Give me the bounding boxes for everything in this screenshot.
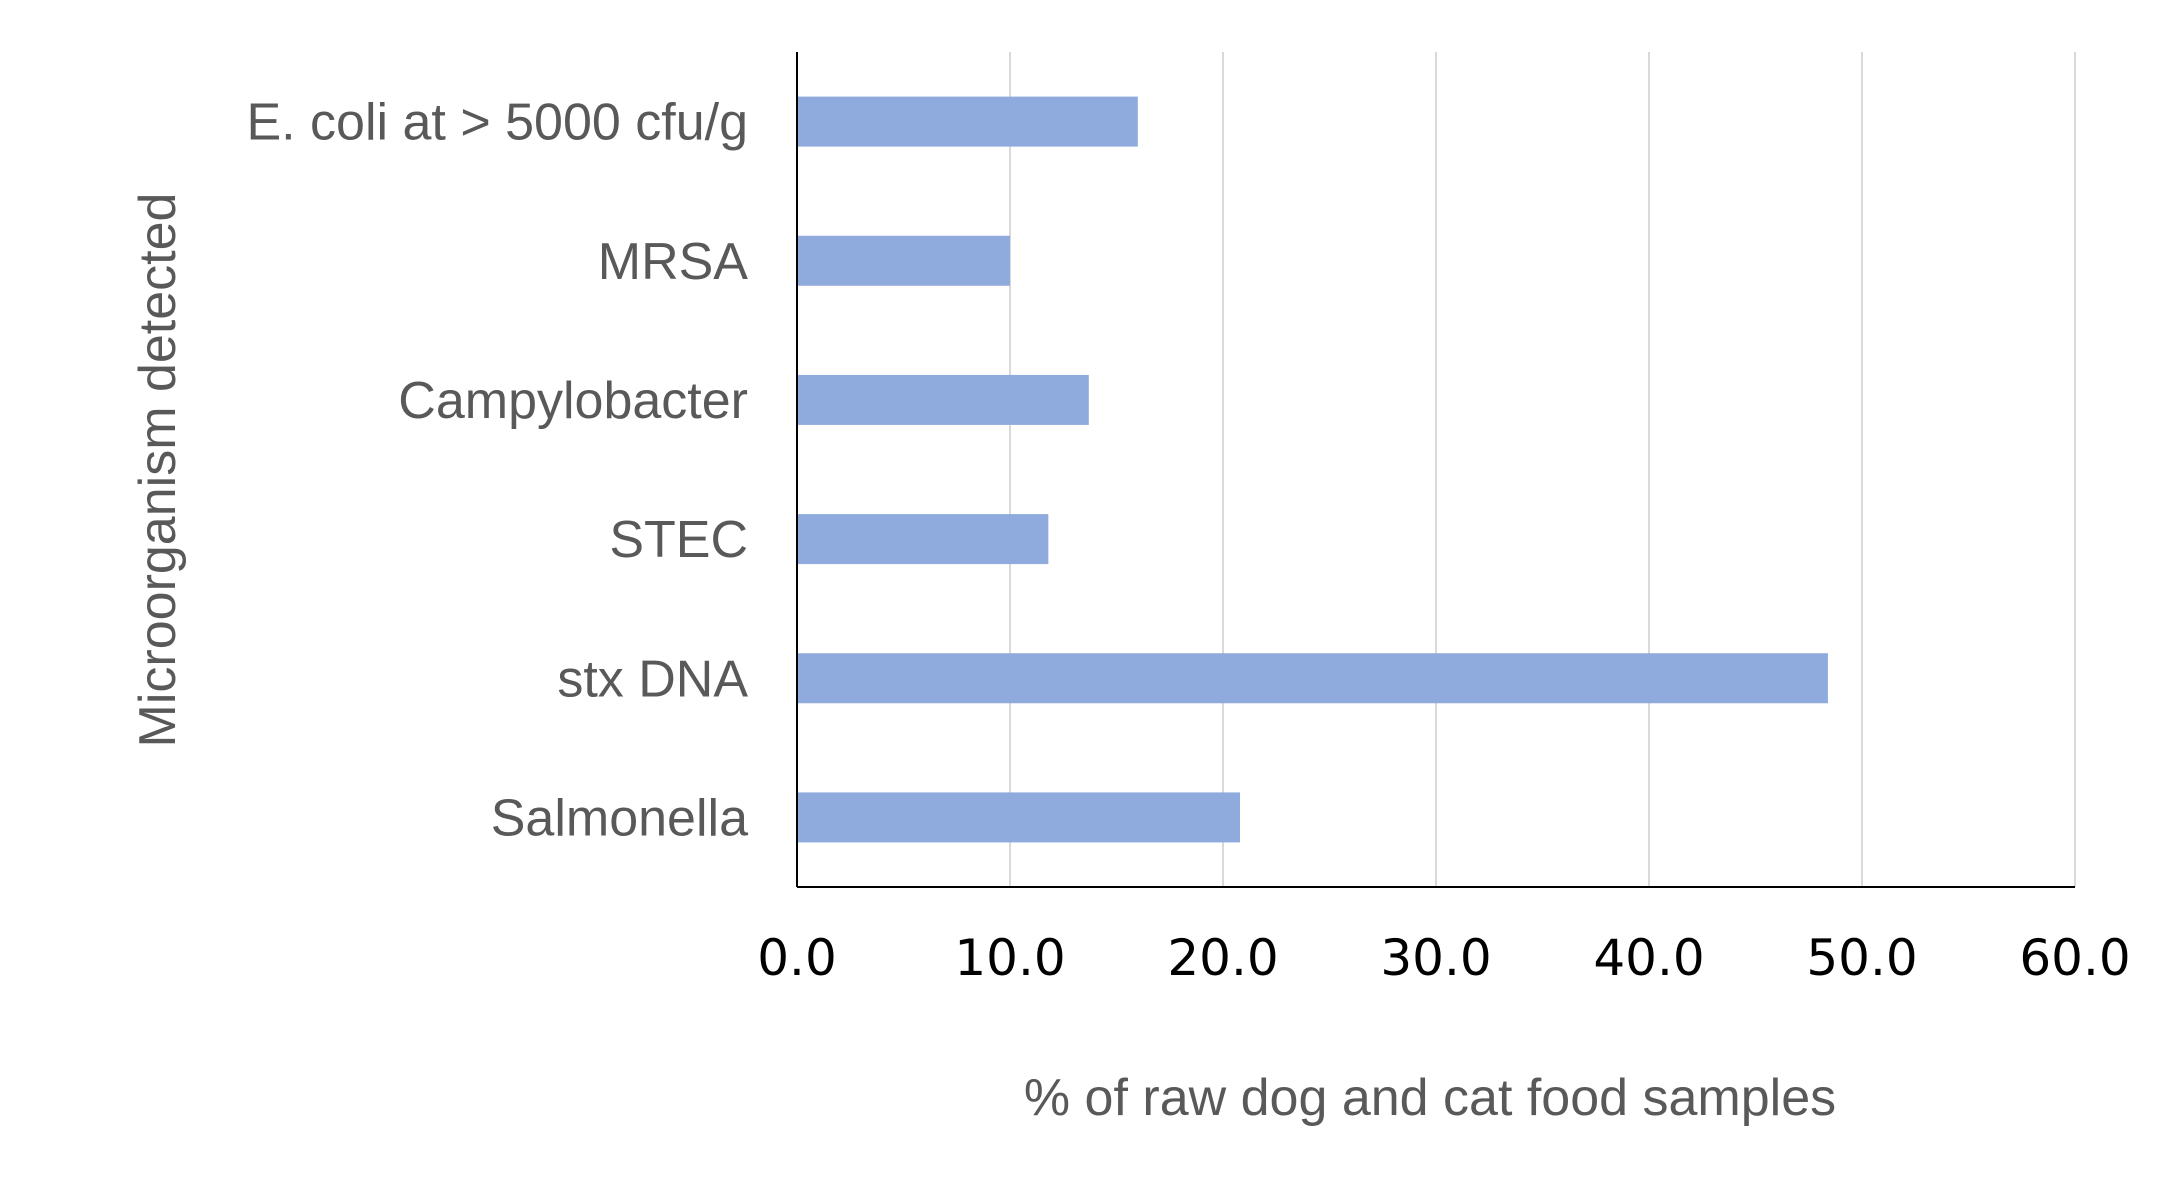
axes [796,52,2075,888]
x-tick-labels: 0.0 10.0 20.0 30.0 40.0 50.0 60.0 [757,929,2130,987]
category-label: Campylobacter [398,372,748,430]
bar [797,96,1138,147]
x-tick-label: 0.0 [757,929,837,987]
bar [797,792,1241,843]
x-tick-label: 30.0 [1380,929,1491,987]
x-tick-label: 60.0 [2019,929,2130,987]
y-axis-title: Microorganism detected [129,193,187,748]
x-axis-title: % of raw dog and cat food samples [1024,1069,1836,1127]
category-label: STEC [609,511,748,569]
bar [797,235,1010,286]
bar [797,653,1828,704]
bars [797,96,1828,843]
category-label: MRSA [598,233,749,291]
gridlines [1009,52,2076,887]
category-label: Salmonella [491,789,748,847]
x-tick-label: 50.0 [1806,929,1917,987]
x-tick-label: 40.0 [1593,929,1704,987]
bar [797,514,1049,565]
x-tick-label: 10.0 [954,929,1065,987]
category-label: stx DNA [557,650,748,708]
category-labels: E. coli at > 5000 cfu/g MRSA Campylobacter… [246,94,748,848]
bar [797,374,1089,425]
x-tick-label: 20.0 [1167,929,1278,987]
category-label: E. coli at > 5000 cfu/g [246,94,748,152]
